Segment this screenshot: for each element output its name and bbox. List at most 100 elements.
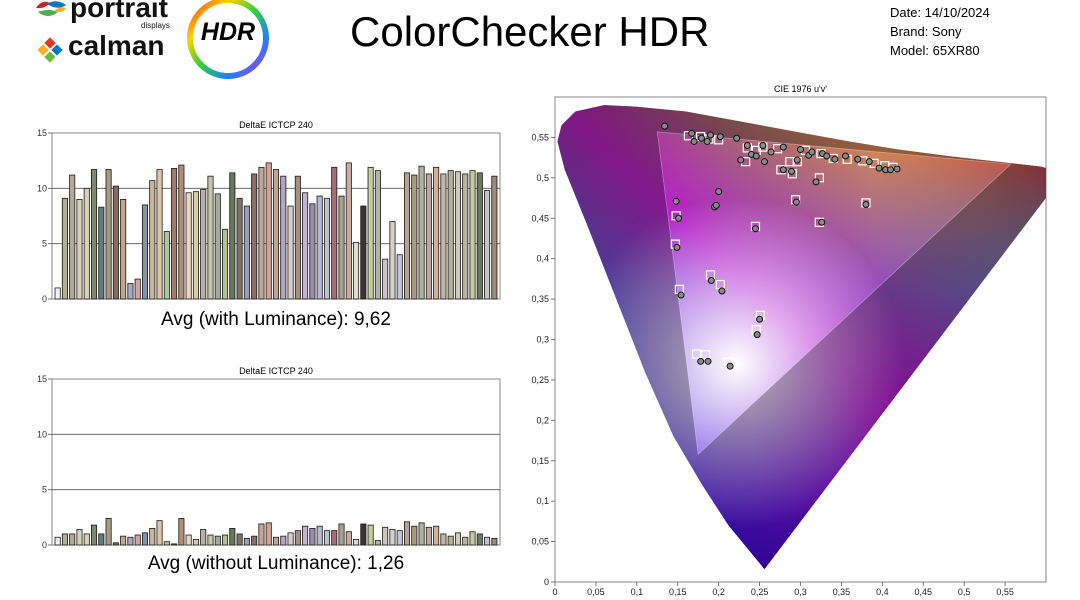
measured-point bbox=[752, 152, 760, 160]
cie-1976-uv-chart: CIE 1976 u'v' 0 0,05 0,1 0,15 0,2 0,25 0,3 0,35 0… bbox=[531, 84, 1047, 597]
bar bbox=[76, 198, 83, 300]
bar bbox=[156, 520, 163, 546]
bar bbox=[382, 258, 389, 300]
bar bbox=[345, 162, 352, 300]
bar bbox=[367, 166, 374, 300]
bar bbox=[69, 174, 76, 300]
bar bbox=[353, 539, 360, 546]
bar bbox=[171, 168, 178, 300]
y-tick-label: 15 bbox=[37, 374, 47, 384]
bar bbox=[396, 254, 403, 300]
measured-point bbox=[737, 156, 745, 164]
bar bbox=[491, 175, 498, 300]
measured-point bbox=[688, 129, 696, 137]
y-tick-label: 0,25 bbox=[531, 375, 549, 385]
bar bbox=[243, 537, 250, 546]
bar bbox=[105, 518, 112, 546]
y-tick-label: 0,5 bbox=[536, 173, 549, 183]
bar bbox=[389, 221, 396, 300]
bar bbox=[360, 205, 367, 300]
bar bbox=[469, 531, 476, 546]
measured-point bbox=[690, 137, 698, 145]
bar bbox=[192, 539, 199, 546]
measured-point bbox=[842, 152, 850, 160]
bar bbox=[374, 170, 381, 300]
bar bbox=[185, 534, 192, 546]
measured-point bbox=[697, 357, 705, 365]
measured-point bbox=[793, 156, 801, 164]
y-tick-label: 0,35 bbox=[531, 294, 549, 304]
bar bbox=[207, 534, 214, 546]
bar bbox=[484, 190, 491, 300]
bar bbox=[200, 529, 207, 546]
bar bbox=[69, 533, 76, 546]
bar bbox=[243, 205, 250, 300]
calman-logo-icon bbox=[37, 37, 63, 63]
measured-point bbox=[707, 276, 715, 284]
bar bbox=[83, 187, 90, 300]
bar bbox=[440, 173, 447, 300]
x-tick-label: 0,2 bbox=[712, 587, 725, 597]
bar bbox=[120, 198, 127, 300]
bar bbox=[454, 532, 461, 546]
bar bbox=[222, 228, 229, 300]
bar bbox=[251, 173, 258, 300]
bar bbox=[316, 525, 323, 546]
measured-point bbox=[675, 214, 683, 222]
x-tick-label: 0,05 bbox=[587, 587, 605, 597]
x-tick-label: 0,55 bbox=[996, 587, 1014, 597]
bar bbox=[462, 173, 469, 300]
bar bbox=[367, 524, 374, 546]
y-tick-label: 0,3 bbox=[536, 335, 549, 345]
bar bbox=[411, 525, 418, 546]
x-tick-label: 0,25 bbox=[751, 587, 769, 597]
bar bbox=[338, 523, 345, 546]
bar bbox=[141, 532, 149, 546]
bar bbox=[61, 197, 68, 300]
bar bbox=[389, 529, 396, 546]
bar bbox=[149, 528, 156, 546]
bar bbox=[476, 172, 483, 300]
y-tick-label: 0,05 bbox=[531, 537, 549, 547]
bar bbox=[382, 526, 389, 546]
x-tick-label: 0,35 bbox=[833, 587, 851, 597]
bar bbox=[192, 191, 199, 300]
bar bbox=[171, 543, 178, 546]
y-tick-label: 0,45 bbox=[531, 213, 549, 223]
measured-point bbox=[887, 166, 895, 174]
bar bbox=[98, 206, 105, 300]
bar bbox=[141, 204, 149, 300]
bar bbox=[105, 169, 112, 300]
bar bbox=[425, 173, 432, 300]
bar bbox=[222, 534, 229, 546]
measured-point bbox=[792, 198, 800, 206]
avg-without-luminance: Avg (without Luminance): 1,26 bbox=[147, 553, 405, 574]
bar bbox=[440, 533, 447, 546]
bar bbox=[323, 197, 330, 300]
bar bbox=[418, 522, 425, 546]
y-tick-label: 15 bbox=[37, 128, 47, 138]
measured-point bbox=[704, 357, 712, 365]
bar bbox=[156, 169, 163, 300]
bar bbox=[265, 162, 272, 300]
measured-point bbox=[677, 291, 685, 299]
bar bbox=[309, 203, 316, 300]
measured-point bbox=[716, 133, 724, 141]
bar bbox=[454, 171, 461, 300]
bar bbox=[316, 195, 323, 300]
hdr-badge-label: HDR bbox=[200, 18, 256, 46]
measured-point bbox=[831, 155, 839, 163]
bar bbox=[134, 278, 141, 300]
bar bbox=[469, 170, 476, 300]
bar bbox=[309, 528, 316, 546]
bar bbox=[149, 180, 156, 300]
y-tick-label: 0,2 bbox=[536, 415, 549, 425]
measured-point bbox=[760, 158, 768, 166]
measured-point bbox=[823, 152, 831, 160]
y-tick-label: 5 bbox=[42, 239, 47, 249]
bar bbox=[447, 535, 454, 546]
measured-point bbox=[672, 197, 680, 205]
bar bbox=[76, 529, 83, 546]
plot-area bbox=[51, 378, 501, 546]
x-tick-label: 0,45 bbox=[914, 587, 932, 597]
